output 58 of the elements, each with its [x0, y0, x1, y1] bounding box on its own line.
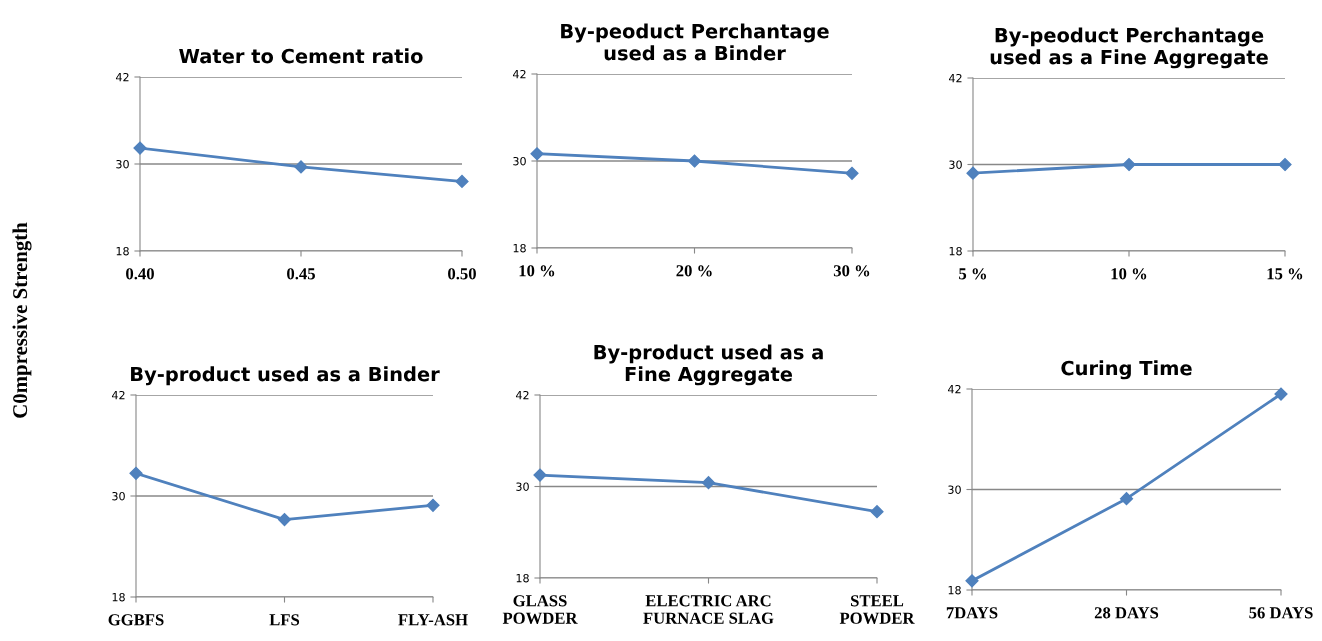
- point: [294, 160, 308, 174]
- x-tick-label: STEEL POWDER: [839, 595, 915, 624]
- y-tick-label: 30: [112, 491, 125, 501]
- y-tick-label: 42: [512, 69, 526, 79]
- x-tick-label: 28 DAYS: [1094, 607, 1159, 619]
- y-tick-label: 42: [948, 73, 962, 83]
- y-tick-label: 30: [513, 156, 526, 166]
- y-tick-label: 18: [112, 592, 125, 602]
- point: [455, 174, 469, 188]
- point: [533, 468, 547, 482]
- x-tick-label: 7DAYS: [946, 607, 998, 619]
- x-tick-label: GGBFS: [108, 614, 164, 626]
- point: [1119, 492, 1134, 506]
- x-tick-label: 15 %: [1267, 268, 1303, 280]
- x-tick-label: LFS: [269, 614, 300, 626]
- y-tick-label: 18: [949, 246, 962, 256]
- y-tick-label: 30: [948, 485, 961, 494]
- y-tick-label: 18: [513, 243, 526, 253]
- point: [701, 476, 716, 490]
- point: [530, 147, 544, 161]
- chart-title: By-product used as a Binder: [131, 366, 440, 386]
- point: [426, 498, 440, 512]
- chart-title: Curing Time: [1061, 360, 1192, 380]
- chart-title: By-peoduct Perchantage used as a Fine Aggregate: [990, 27, 1268, 69]
- x-tick-label: 10 %: [1111, 268, 1147, 280]
- point: [965, 574, 979, 588]
- y-tick-label: 30: [116, 159, 129, 169]
- x-tick-label: 10 %: [519, 265, 555, 277]
- chart-title: By-peoduct Perchantage used as a Binder: [561, 23, 829, 61]
- y-tick-label: 30: [949, 160, 962, 169]
- chart-title: Water to Cement ratio: [179, 48, 423, 64]
- y-tick-label: 18: [948, 585, 961, 595]
- y-tick-label: 42: [111, 390, 125, 400]
- x-tick-label: 0.45: [287, 268, 315, 280]
- point: [870, 505, 884, 519]
- x-tick-label: ELECTRIC ARC FURNACE SLAG: [643, 595, 774, 624]
- x-tick-label: 56 DAYS: [1249, 607, 1313, 619]
- y-tick-label: 42: [947, 384, 961, 394]
- x-tick-label: 5 %: [959, 268, 987, 280]
- point: [133, 141, 147, 155]
- x-tick-label: FLY-ASH: [398, 614, 468, 626]
- y-tick-label: 30: [516, 482, 529, 491]
- point: [687, 154, 702, 168]
- x-tick-label: 0.50: [448, 268, 476, 280]
- x-tick-label: 30 %: [833, 265, 870, 277]
- chart-title: By-product used as a Fine Aggregate: [594, 344, 823, 386]
- x-tick-label: GLASS POWDER: [502, 595, 578, 624]
- y-tick-label: 18: [116, 246, 129, 256]
- x-tick-label: 0.40: [126, 268, 154, 280]
- y-axis-title: C0mpressive Strength: [12, 222, 32, 418]
- point: [845, 166, 859, 180]
- point: [129, 466, 143, 480]
- point: [1274, 387, 1288, 401]
- y-tick-label: 18: [516, 573, 529, 583]
- y-tick-label: 42: [115, 72, 129, 82]
- point: [277, 512, 292, 527]
- y-tick-label: 42: [515, 390, 529, 400]
- x-tick-label: 20 %: [676, 265, 712, 277]
